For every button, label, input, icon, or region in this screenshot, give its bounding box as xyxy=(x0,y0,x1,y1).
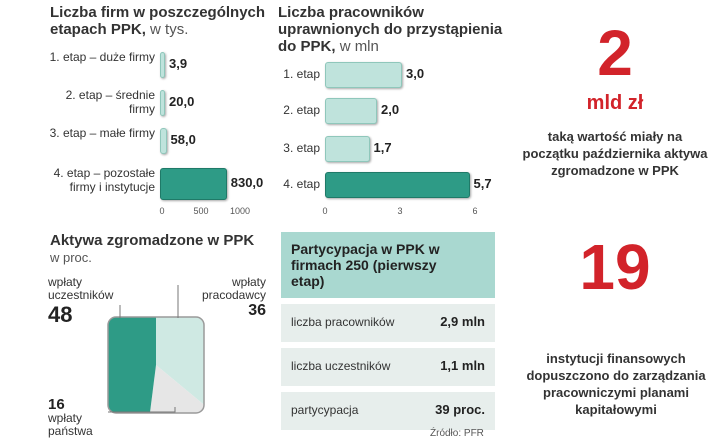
assets-value-state: 16 xyxy=(48,396,65,413)
firms-value-label: 58,0 xyxy=(170,132,196,147)
workers-value-label: 1,7 xyxy=(373,140,392,155)
workers-title-text: Liczba pracowników uprawnionych do przys… xyxy=(278,4,503,55)
workers-x-tick: 3 xyxy=(397,206,403,216)
assets-value-participants: 48 xyxy=(48,302,73,327)
workers-bar xyxy=(325,136,370,162)
assets-label-state: wpłaty państwa xyxy=(48,411,93,438)
table-row: liczba uczestników 1,1 mln xyxy=(281,348,495,386)
firms-title-text: Liczba firm w poszczególnych etapach PPK… xyxy=(50,4,266,38)
workers-bar xyxy=(325,62,402,88)
workers-value-label: 3,0 xyxy=(406,66,425,81)
workers-category-label: 1. etap xyxy=(283,67,320,81)
fact1-description: taką wartość miały na początku październ… xyxy=(522,129,708,178)
fact2-number: 19 xyxy=(579,231,651,303)
table-title: Partycypacja w PPK w firmach 250 (pierws… xyxy=(291,241,440,289)
leader-state xyxy=(108,407,176,413)
firms-x-tick: 0 xyxy=(159,206,165,216)
firms-title-unit: w tys. xyxy=(150,21,189,38)
firms-category-label: 1. etap – duże firmy xyxy=(49,50,155,64)
firms-value-label: 830,0 xyxy=(230,175,264,190)
workers-bar xyxy=(325,98,377,124)
table-row: liczba pracowników 2,9 mln xyxy=(281,304,495,342)
workers-value-label: 2,0 xyxy=(381,102,400,117)
firms-category-label: 2. etap – średnie firmy xyxy=(65,88,155,116)
firms-chart-title: Liczba firm w poszczególnych etapach PPK… xyxy=(50,4,270,38)
firms-bar xyxy=(160,90,165,116)
fact2-description: instytucji finansowych dopuszczono do za… xyxy=(526,351,706,417)
firms-bar xyxy=(160,128,167,154)
firms-x-tick: 1000 xyxy=(230,206,251,216)
fact1-number: 2 xyxy=(597,17,633,89)
assets-title-text: Aktywa zgromadzone w PPK xyxy=(50,232,255,249)
workers-category-label: 4. etap xyxy=(283,177,320,191)
firms-bar xyxy=(160,168,227,200)
workers-chart-title: Liczba pracowników uprawnionych do przys… xyxy=(278,4,508,55)
table-row-label: liczba uczestników xyxy=(291,359,391,373)
workers-bar xyxy=(325,172,470,198)
firms-category-label: 4. etap – pozostałe firmy i instytucje xyxy=(53,166,155,194)
assets-label-participants: wpłaty uczestników xyxy=(48,275,114,302)
workers-value-label: 5,7 xyxy=(473,176,492,191)
workers-x-tick: 6 xyxy=(472,206,478,216)
table-row-label: liczba pracowników xyxy=(291,315,395,329)
table-row-value: 1,1 mln xyxy=(440,358,485,373)
firms-x-tick: 500 xyxy=(193,206,209,216)
table-row: partycypacja 39 proc. xyxy=(281,392,495,430)
workers-category-label: 3. etap xyxy=(283,141,320,155)
source-note: Źródło: PFR xyxy=(430,428,484,439)
firms-value-label: 20,0 xyxy=(169,94,195,109)
table-row-label: partycypacja xyxy=(291,403,359,417)
table-row-value: 2,9 mln xyxy=(440,314,485,329)
firms-category-label: 3. etap – małe firmy xyxy=(49,126,155,140)
workers-category-label: 2. etap xyxy=(283,103,320,117)
assets-slice-state xyxy=(145,365,204,413)
firms-bar xyxy=(160,52,165,78)
workers-title-unit: w mln xyxy=(339,38,379,55)
assets-chart-title: Aktywa zgromadzone w PPK w proc. xyxy=(50,232,280,266)
assets-slice-participants xyxy=(108,317,156,413)
assets-value-employer: 36 xyxy=(248,302,266,319)
assets-pie-frame xyxy=(107,316,205,414)
table-row-value: 39 proc. xyxy=(435,402,485,417)
assets-label-employer: wpłaty pracodawcy xyxy=(201,275,266,302)
table-header: Partycypacja w PPK w firmach 250 (pierws… xyxy=(281,232,495,298)
workers-x-tick: 0 xyxy=(322,206,328,216)
fact1-unit: mld zł xyxy=(586,92,644,114)
assets-title-unit: w proc. xyxy=(50,250,92,265)
firms-value-label: 3,9 xyxy=(169,56,188,71)
